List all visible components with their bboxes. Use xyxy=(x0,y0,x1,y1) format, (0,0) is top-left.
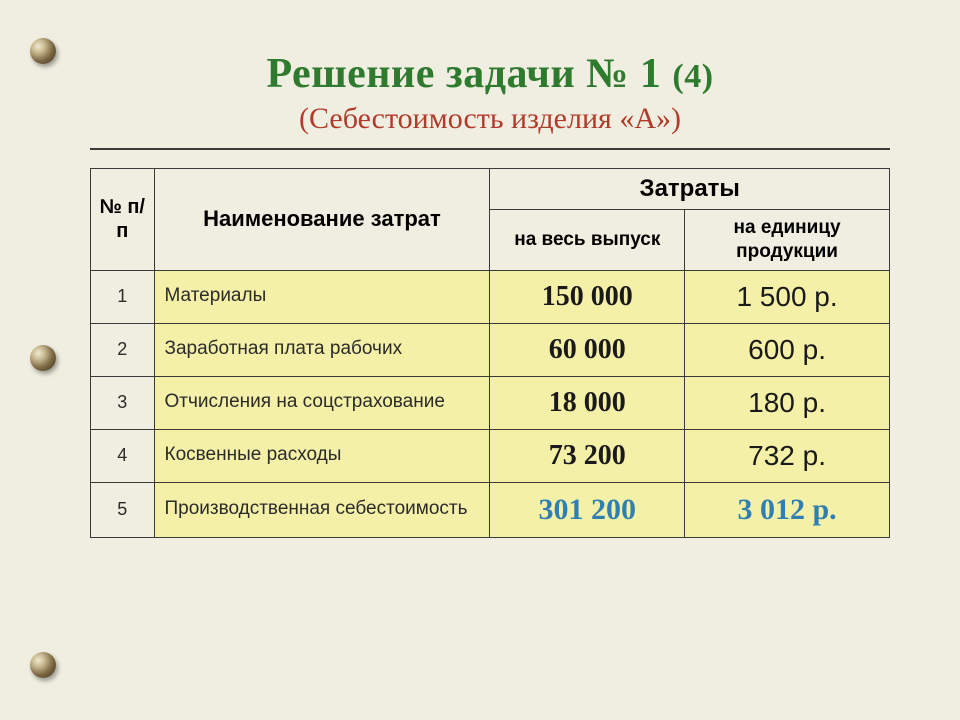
cell-total: 60 000 xyxy=(490,323,685,376)
table-row: 2Заработная плата рабочих60 000600 р. xyxy=(91,323,890,376)
table-body: 1Материалы150 0001 500 р.2Заработная пла… xyxy=(91,270,890,537)
cell-name: Производственная себестоимость xyxy=(154,482,490,537)
title-divider xyxy=(90,148,890,150)
th-name: Наименование затрат xyxy=(154,169,490,271)
table-row: 1Материалы150 0001 500 р. xyxy=(91,270,890,323)
cell-index: 4 xyxy=(91,429,155,482)
table-header: № п/п Наименование затрат Затраты на вес… xyxy=(91,169,890,271)
decor-bullet-bot xyxy=(30,652,56,678)
cell-unit: 600 р. xyxy=(685,323,890,376)
decor-bullet-mid xyxy=(30,345,56,371)
slide-title: Решение задачи № 1 (4) xyxy=(90,50,890,98)
table-row: 3Отчисления на соцстрахование18 000180 р… xyxy=(91,376,890,429)
cell-index: 2 xyxy=(91,323,155,376)
cell-total: 73 200 xyxy=(490,429,685,482)
slide-subtitle: (Себестоимость изделия «А») xyxy=(90,102,890,136)
cost-table: № п/п Наименование затрат Затраты на вес… xyxy=(90,168,890,538)
cell-index: 5 xyxy=(91,482,155,537)
decor-bullet-top xyxy=(30,38,56,64)
th-sub-unit: на единицу продукции xyxy=(685,210,890,271)
title-main-text: Решение задачи № 1 xyxy=(266,51,661,97)
cell-unit: 3 012 р. xyxy=(685,482,890,537)
cell-total: 18 000 xyxy=(490,376,685,429)
th-sub-total: на весь выпуск xyxy=(490,210,685,271)
cell-unit: 732 р. xyxy=(685,429,890,482)
cell-index: 1 xyxy=(91,270,155,323)
title-block: Решение задачи № 1 (4) (Себестоимость из… xyxy=(90,50,890,136)
table-row: 4Косвенные расходы73 200732 р. xyxy=(91,429,890,482)
cell-unit: 1 500 р. xyxy=(685,270,890,323)
cell-unit: 180 р. xyxy=(685,376,890,429)
cell-name: Материалы xyxy=(154,270,490,323)
cell-index: 3 xyxy=(91,376,155,429)
th-costs: Затраты xyxy=(490,169,890,210)
cell-total: 301 200 xyxy=(490,482,685,537)
th-index: № п/п xyxy=(91,169,155,271)
cell-name: Заработная плата рабочих xyxy=(154,323,490,376)
cell-name: Отчисления на соцстрахование xyxy=(154,376,490,429)
title-part: (4) xyxy=(672,58,713,95)
table-row: 5Производственная себестоимость301 2003 … xyxy=(91,482,890,537)
cell-total: 150 000 xyxy=(490,270,685,323)
cell-name: Косвенные расходы xyxy=(154,429,490,482)
